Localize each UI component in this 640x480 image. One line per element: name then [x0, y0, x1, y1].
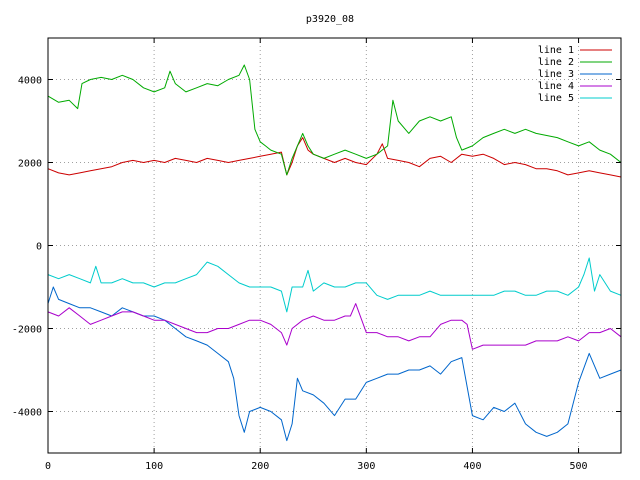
legend-label: line 2	[538, 57, 574, 68]
x-tick-label: 400	[463, 461, 481, 472]
y-tick-label: 0	[36, 242, 42, 253]
y-tick-label: -4000	[12, 408, 42, 419]
legend-label: line 3	[538, 69, 574, 80]
series-line-5	[47, 257, 622, 313]
x-tick-label: 0	[45, 461, 51, 472]
grid	[48, 38, 621, 453]
legend-label: line 5	[538, 93, 574, 104]
series-line-3	[47, 286, 622, 442]
series-line-4	[47, 303, 622, 350]
x-tick-label: 500	[570, 461, 588, 472]
y-tick-label: 2000	[18, 159, 42, 170]
series-line-2	[47, 64, 622, 176]
x-tick-label: 200	[251, 461, 269, 472]
x-tick-label: 300	[357, 461, 375, 472]
legend-label: line 1	[538, 45, 574, 56]
chart-title: p3920_08	[306, 14, 354, 25]
y-tick-label: 4000	[18, 76, 42, 87]
series-line-1	[47, 137, 622, 178]
axis-ticks: 0 100 200 300 400 500 -4000 -2000 0 2000 4000	[12, 38, 621, 472]
plot-frame	[47, 37, 622, 454]
series-lines	[47, 64, 622, 442]
x-tick-label: 100	[145, 461, 163, 472]
y-tick-label: -2000	[12, 325, 42, 336]
legend-label: line 4	[538, 81, 574, 92]
